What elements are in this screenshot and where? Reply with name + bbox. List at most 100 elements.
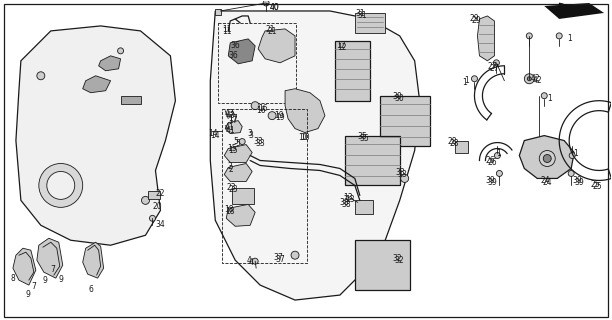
Text: 20: 20 [152,202,162,212]
Text: 35: 35 [360,133,370,143]
Bar [355,240,409,290]
Text: 38: 38 [342,200,351,209]
Text: 28: 28 [447,137,457,146]
Text: 1: 1 [465,76,469,85]
Text: 33: 33 [398,171,408,180]
Text: 42: 42 [532,76,542,85]
Circle shape [251,102,259,110]
Circle shape [541,93,547,99]
Text: 41: 41 [225,126,235,135]
Bar [380,96,430,146]
Text: 3: 3 [247,129,252,138]
Text: 13: 13 [343,193,353,202]
Text: 6: 6 [89,285,94,294]
Text: 38: 38 [340,198,349,207]
Text: 32: 32 [395,256,405,265]
Circle shape [268,112,276,120]
Text: 33: 33 [255,139,265,148]
Text: 1: 1 [496,148,501,157]
Text: 39: 39 [574,179,584,188]
Circle shape [569,153,575,158]
Circle shape [291,251,299,259]
Text: 41: 41 [224,123,234,132]
Bar [222,109,307,263]
Text: 11: 11 [222,25,232,34]
Bar [345,136,400,185]
Text: 33: 33 [396,168,406,178]
Circle shape [543,155,551,163]
Polygon shape [211,11,420,300]
Circle shape [526,33,532,39]
Polygon shape [224,164,252,181]
Text: 25: 25 [592,182,602,191]
Text: 18: 18 [224,205,234,214]
Polygon shape [228,39,255,64]
Polygon shape [99,56,121,71]
Polygon shape [226,204,255,226]
Text: 15: 15 [227,144,237,153]
Text: 14: 14 [211,131,220,140]
Circle shape [494,153,501,158]
Text: 5: 5 [235,139,240,148]
Text: 43: 43 [225,111,235,120]
Text: 9: 9 [59,275,64,284]
Text: 7: 7 [31,282,35,291]
Text: 1: 1 [573,148,578,157]
Circle shape [493,60,499,66]
Circle shape [39,164,83,207]
Text: 36: 36 [228,51,238,60]
Text: 4: 4 [246,256,251,265]
Text: 10: 10 [298,132,308,141]
Text: 37: 37 [275,255,285,264]
Text: 30: 30 [393,92,403,101]
Text: 40: 40 [270,3,280,12]
Polygon shape [37,238,63,278]
Text: 18: 18 [225,207,235,216]
Circle shape [568,171,574,176]
Text: 35: 35 [358,132,368,140]
Text: 31: 31 [356,9,365,18]
Text: 27: 27 [487,62,497,71]
Text: 19: 19 [275,113,285,122]
Circle shape [149,215,155,221]
Text: 34: 34 [155,220,165,229]
Text: 7: 7 [51,265,56,274]
Polygon shape [224,145,252,163]
Text: 1: 1 [547,94,552,103]
Circle shape [524,74,534,84]
Bar [355,200,373,214]
Text: 10: 10 [300,132,310,141]
Text: 43: 43 [224,109,234,118]
Polygon shape [83,242,103,278]
Text: 37: 37 [273,253,283,262]
Text: 19: 19 [274,111,284,120]
Text: 33: 33 [253,137,263,146]
Text: 12: 12 [336,41,345,50]
Text: 13: 13 [345,196,354,204]
Text: 16: 16 [258,104,268,113]
Text: 14: 14 [208,129,218,138]
Text: 17: 17 [228,116,238,124]
Polygon shape [258,29,295,63]
Text: 27: 27 [490,64,499,73]
Bar [149,191,160,199]
Text: 12: 12 [337,43,346,52]
Text: 39: 39 [487,179,497,188]
Circle shape [141,196,149,204]
Circle shape [118,48,124,54]
Text: 17: 17 [228,114,238,123]
Text: 29: 29 [469,14,479,23]
Circle shape [239,139,245,145]
Text: 9: 9 [43,276,48,285]
Text: 28: 28 [450,139,459,148]
Text: 15: 15 [228,146,238,155]
Text: 31: 31 [358,11,367,20]
Bar [215,9,222,15]
Text: 29: 29 [471,16,481,25]
Text: FR.: FR. [554,2,574,16]
Text: 8: 8 [11,274,16,283]
Polygon shape [13,248,36,285]
Bar [218,23,296,103]
Text: 32: 32 [393,254,402,263]
Text: 2: 2 [227,163,232,172]
